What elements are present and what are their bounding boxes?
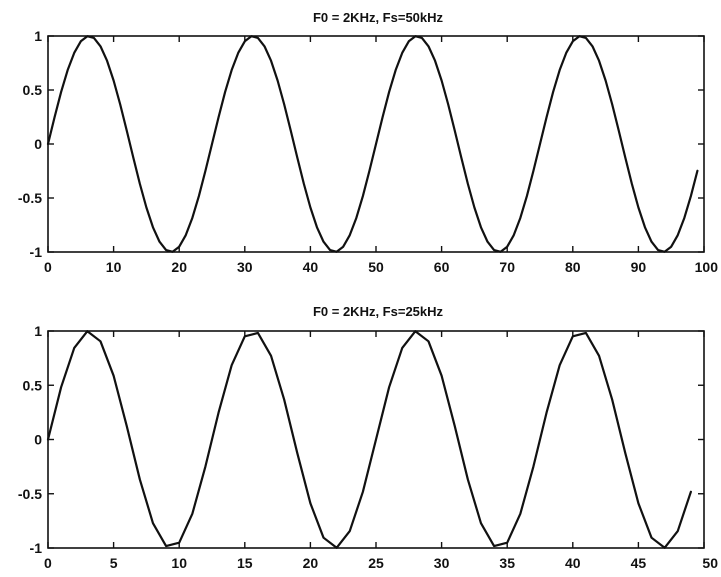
top-x-tick-label: 30 — [237, 259, 253, 275]
top-x-tick-labels: 0 10 20 30 40 50 60 70 80 90 100 — [44, 259, 718, 275]
top-x-tick-label: 80 — [565, 259, 581, 275]
bottom-x-tick-label: 0 — [44, 555, 52, 571]
bottom-y-tick-labels: 1 0.5 0 -0.5 -1 — [18, 323, 42, 556]
top-y-tick-label: -0.5 — [18, 190, 42, 206]
bottom-y-tick-label: -1 — [30, 540, 43, 556]
bottom-x-tick-label: 10 — [171, 555, 187, 571]
bottom-x-tick-label: 5 — [110, 555, 118, 571]
bottom-y-tick-label: 0.5 — [23, 377, 43, 393]
bottom-y-tick-label: 1 — [34, 323, 42, 339]
bottom-x-tick-labels: 0 5 10 15 20 25 30 35 40 45 50 — [44, 555, 718, 571]
top-x-tick-label: 90 — [631, 259, 647, 275]
top-y-tick-labels: 1 0.5 0 -0.5 -1 — [18, 28, 42, 260]
bottom-x-tick-label: 35 — [499, 555, 515, 571]
bottom-chart-title: F0 = 2KHz, Fs=25kHz — [313, 304, 444, 319]
top-x-tick-label: 60 — [434, 259, 450, 275]
top-y-tick-label: 1 — [34, 28, 42, 44]
bottom-y-tick-label: 0 — [34, 432, 42, 448]
bottom-x-tick-label: 45 — [631, 555, 647, 571]
top-y-tick-label: -1 — [30, 244, 43, 260]
top-x-tick-label: 10 — [106, 259, 122, 275]
top-x-tick-label: 70 — [499, 259, 515, 275]
top-y-tick-label: 0 — [34, 136, 42, 152]
bottom-y-tick-label: -0.5 — [18, 486, 42, 502]
bottom-x-tick-label: 30 — [434, 555, 450, 571]
top-x-tick-label: 0 — [44, 259, 52, 275]
top-x-tick-label: 50 — [368, 259, 384, 275]
bottom-tick-marks — [47, 330, 705, 549]
bottom-x-tick-label: 40 — [565, 555, 581, 571]
bottom-series-line — [46, 330, 692, 549]
bottom-x-tick-label: 15 — [237, 555, 253, 571]
top-tick-marks — [47, 35, 705, 253]
top-subplot: F0 = 2KHz, Fs=50kHz 0 10 20 30 40 50 60 70 80 90 1… — [18, 10, 718, 275]
top-x-tick-label: 40 — [303, 259, 319, 275]
bottom-x-tick-label: 25 — [368, 555, 384, 571]
bottom-x-tick-label: 50 — [702, 555, 718, 571]
bottom-subplot: F0 = 2KHz, Fs=25kHz 0 5 10 15 20 25 30 35 40 45 50… — [18, 304, 718, 571]
top-chart-title: F0 = 2KHz, Fs=50kHz — [313, 10, 444, 25]
top-y-tick-label: 0.5 — [23, 82, 43, 98]
top-x-tick-label: 20 — [171, 259, 187, 275]
top-series-line — [46, 35, 699, 253]
bottom-x-tick-label: 20 — [303, 555, 319, 571]
top-x-tick-label: 100 — [695, 259, 719, 275]
